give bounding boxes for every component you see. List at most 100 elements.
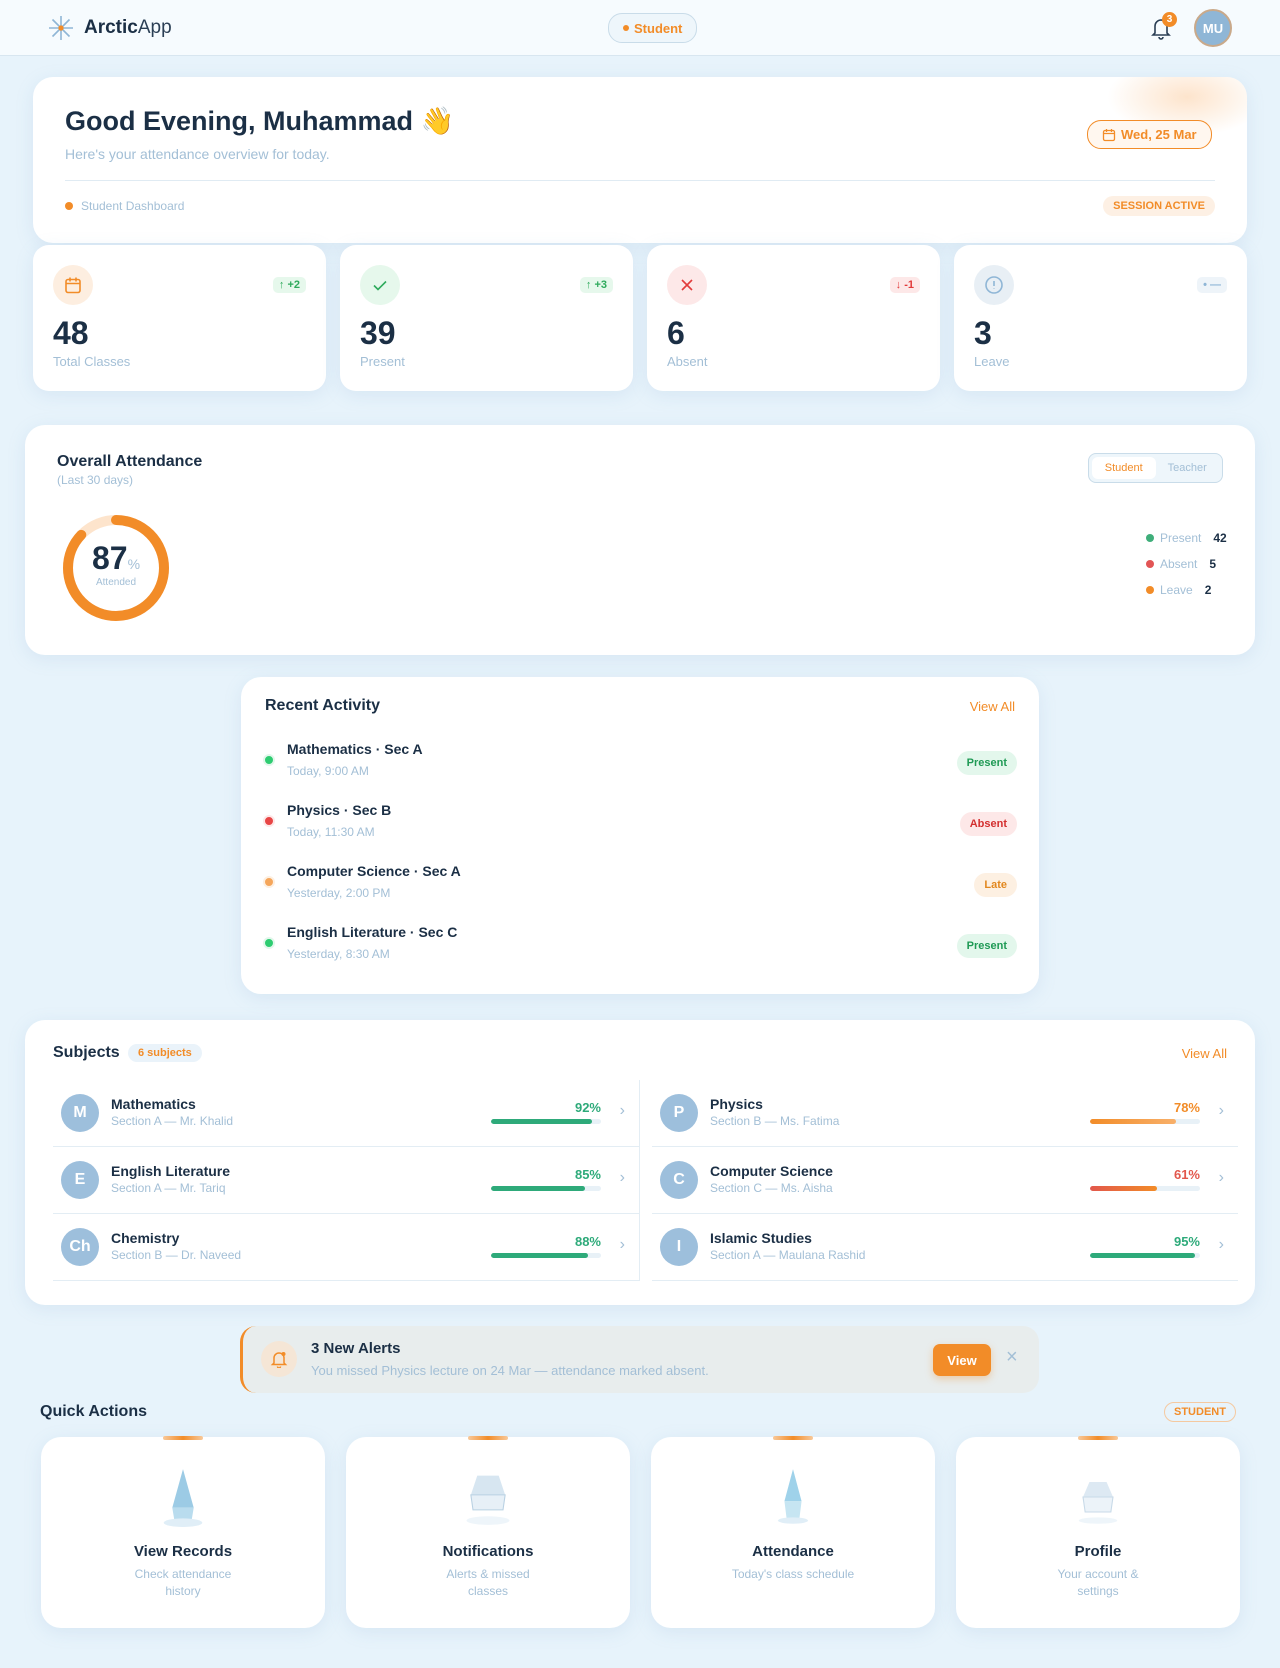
card-accent <box>1078 1436 1118 1440</box>
alert-close-button[interactable]: × <box>1006 1346 1018 1368</box>
legend-dot <box>1146 560 1154 568</box>
activity-time: Yesterday, 2:00 PM <box>287 886 391 900</box>
alert-view-button[interactable]: View <box>933 1344 991 1376</box>
column-divider <box>639 1080 640 1281</box>
stat-delta: ↑ +2 <box>272 277 306 293</box>
stat-value: 48 <box>53 315 89 351</box>
notification-count: 3 <box>1162 12 1177 27</box>
activity-title: English Literature · Sec C <box>287 924 458 940</box>
subject-percent: 95% <box>1173 1234 1200 1249</box>
stat-delta: ↑ +3 <box>579 277 613 293</box>
brand-bold: Arctic <box>84 17 138 38</box>
subject-row[interactable]: E English Literature Section A — Mr. Tar… <box>53 1147 639 1214</box>
stat-label: Total Classes <box>53 354 131 369</box>
subject-avatar: E <box>61 1161 99 1199</box>
crystal-profile-icon <box>1078 1482 1118 1524</box>
chevron-right-icon: › <box>1218 1169 1224 1186</box>
activity-item[interactable]: English Literature · Sec C Yesterday, 8:… <box>263 917 1017 977</box>
status-dot <box>263 937 275 949</box>
avatar[interactable]: MU <box>1194 9 1232 47</box>
quick-action-desc: Today's class schedule <box>731 1567 855 1581</box>
stat-card: ↑ +3 39 Present <box>340 245 633 391</box>
status-dot <box>263 754 275 766</box>
subject-percent: 92% <box>574 1100 601 1115</box>
quick-action-desc: Check attendance history <box>134 1567 232 1598</box>
attendance-donut <box>63 515 169 621</box>
section-subtitle: (Last 30 days) <box>57 473 134 487</box>
toggle-student[interactable]: Student <box>1092 457 1156 479</box>
calendar-icon <box>53 265 93 305</box>
subject-section: Section C — Ms. Aisha <box>710 1181 833 1195</box>
chevron-right-icon: › <box>1218 1236 1224 1253</box>
stat-card: ↓ -1 6 Absent <box>647 245 940 391</box>
bell-button[interactable]: 3 <box>1150 12 1177 45</box>
hero-subtitle: Here's your attendance overview for toda… <box>65 146 330 162</box>
subject-section: Section A — Mr. Khalid <box>111 1114 234 1128</box>
subject-percent: 61% <box>1173 1167 1200 1182</box>
quick-actions-badge: STUDENT <box>1164 1402 1236 1422</box>
info-icon <box>974 265 1014 305</box>
legend: Present 42 Absent 5 Leave 2 <box>1146 525 1227 603</box>
subject-percent: 78% <box>1173 1100 1200 1115</box>
activity-item[interactable]: Mathematics · Sec A Today, 9:00 AM Prese… <box>263 734 1017 794</box>
alert-message: You missed Physics lecture on 24 Mar — a… <box>311 1363 709 1378</box>
stat-card: • — 3 Leave <box>954 245 1247 391</box>
status-badge: Late <box>974 873 1017 897</box>
stat-label: Absent <box>667 354 708 369</box>
stat-label: Present <box>360 354 405 369</box>
quick-action-card[interactable]: Notifications Alerts & missed classes <box>346 1436 630 1628</box>
activity-item[interactable]: Physics · Sec B Today, 11:30 AM Absent <box>263 795 1017 855</box>
section-title: Recent Activity <box>265 697 380 714</box>
chevron-right-icon: › <box>619 1102 625 1119</box>
crystal-attendance-icon <box>778 1469 808 1524</box>
activity-title: Mathematics · Sec A <box>287 741 423 757</box>
stat-delta: • — <box>1197 277 1227 293</box>
subject-name: Mathematics <box>111 1096 196 1112</box>
subject-row[interactable]: I Islamic Studies Section A — Maulana Ra… <box>652 1214 1238 1281</box>
crystal-notifications-icon <box>466 1475 510 1525</box>
subject-name: Computer Science <box>710 1163 833 1179</box>
activity-time: Today, 11:30 AM <box>287 825 375 839</box>
quick-action-title: Profile <box>1074 1543 1122 1560</box>
subject-count-badge: 6 subjects <box>128 1044 202 1062</box>
subject-progress-bar <box>491 1119 601 1124</box>
activity-title: Physics · Sec B <box>287 802 392 818</box>
subject-row[interactable]: C Computer Science Section C — Ms. Aisha… <box>652 1147 1238 1214</box>
overall-attendance-card: Overall Attendance (Last 30 days) Studen… <box>25 425 1255 655</box>
subject-progress-bar <box>1090 1253 1200 1258</box>
quick-action-title: View Records <box>133 1543 233 1560</box>
view-all-link[interactable]: View All <box>969 699 1015 714</box>
quick-action-desc: Your account & settings <box>1057 1567 1139 1598</box>
card-accent <box>163 1436 203 1440</box>
stat-delta: ↓ -1 <box>889 277 920 293</box>
brand[interactable]: ArcticApp <box>84 17 172 39</box>
role-badge[interactable]: Student <box>608 13 698 43</box>
quick-action-card[interactable]: Profile Your account & settings <box>956 1436 1240 1628</box>
activity-item[interactable]: Computer Science · Sec A Yesterday, 2:00… <box>263 856 1017 916</box>
view-all-link[interactable]: View All <box>1181 1046 1227 1061</box>
chevron-right-icon: › <box>619 1236 625 1253</box>
subject-progress-bar <box>491 1253 601 1258</box>
subject-row[interactable]: P Physics Section B — Ms. Fatima 78% › <box>652 1080 1238 1147</box>
subject-avatar: I <box>660 1228 698 1266</box>
activity-title: Computer Science · Sec A <box>287 863 461 879</box>
chevron-right-icon: › <box>619 1169 625 1186</box>
subject-name: Physics <box>710 1096 763 1112</box>
section-title: Subjects <box>53 1044 120 1061</box>
percent-value: 87 <box>91 540 128 576</box>
subject-avatar: C <box>660 1161 698 1199</box>
subject-progress-bar <box>1090 1186 1200 1191</box>
activity-time: Today, 9:00 AM <box>287 764 369 778</box>
quick-action-card[interactable]: View Records Check attendance history <box>41 1436 325 1628</box>
status-dot <box>263 876 275 888</box>
subject-row[interactable]: M Mathematics Section A — Mr. Khalid 92%… <box>53 1080 639 1147</box>
toggle-teacher[interactable]: Teacher <box>1167 462 1207 474</box>
subject-row[interactable]: Ch Chemistry Section B — Dr. Naveed 88% … <box>53 1214 639 1281</box>
status-badge: Present <box>956 751 1017 775</box>
quick-action-card[interactable]: Attendance Today's class schedule <box>651 1436 935 1628</box>
quick-actions-title: Quick Actions <box>40 1403 147 1420</box>
subject-avatar: P <box>660 1094 698 1132</box>
crystal-records-icon <box>163 1469 203 1527</box>
date-badge[interactable]: Wed, 25 Mar <box>1087 120 1212 149</box>
stat-value: 3 <box>974 315 992 351</box>
